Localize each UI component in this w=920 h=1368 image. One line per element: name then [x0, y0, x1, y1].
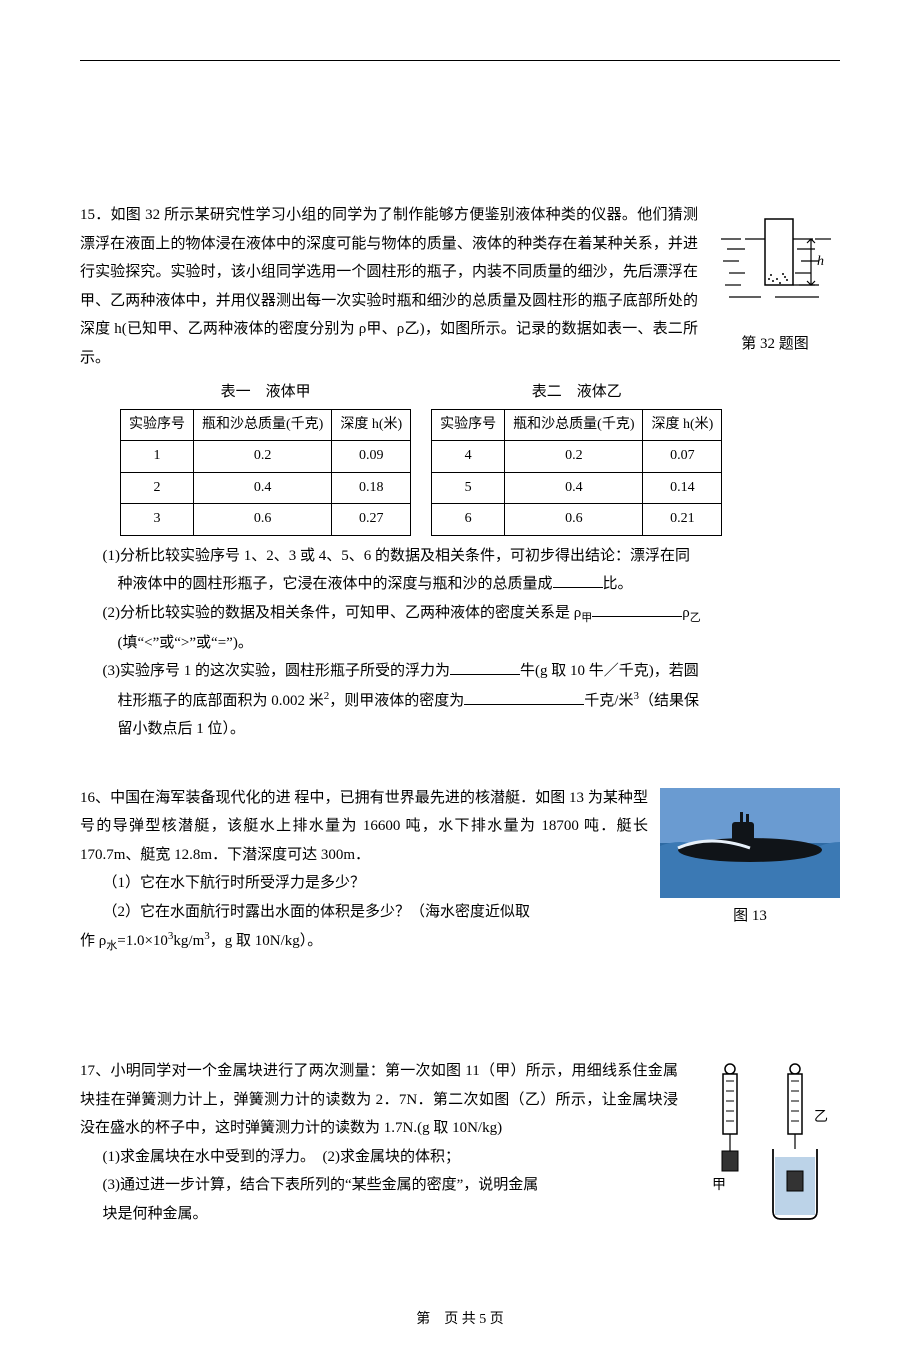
question-16: 图 13 16、中国在海军装备现代化的进 程中，已拥有世界最先进的核潜艇．如图 … — [80, 784, 840, 957]
q17-text: 小明同学对一个金属块进行了两次测量：第一次如图 11（甲）所示，用细线系住金属块… — [80, 1063, 678, 1136]
table-row: 实验序号 瓶和沙总质量(千克) 深度 h(米) — [121, 409, 411, 441]
q16-tail: 作 ρ水=1.0×103kg/m3，g 取 10N/kg）。 — [80, 926, 840, 957]
col-header: 深度 h(米) — [643, 409, 722, 441]
blank-3[interactable] — [450, 659, 520, 675]
q16-number: 16、 — [80, 790, 110, 806]
table-1-wrap: 表一 液体甲 实验序号 瓶和沙总质量(千克) 深度 h(米) 10.20.09 … — [120, 378, 411, 536]
spring-scale-diagram: 甲 乙 — [690, 1061, 840, 1231]
h-label: h — [817, 254, 824, 269]
q15-sub2b: (填“<”或“>”或“=”)。 — [80, 629, 840, 658]
q15-sub3b: 柱形瓶子的底部面积为 0.002 米2，则甲液体的密度为千克/米3（结果保 — [80, 686, 840, 716]
col-header: 实验序号 — [121, 409, 194, 441]
question-17: 甲 乙 — [80, 1057, 840, 1248]
table-row: 实验序号 瓶和沙总质量(千克) 深度 h(米) — [432, 409, 722, 441]
label-right: 乙 — [814, 1109, 828, 1125]
q16-text: 中国在海军装备现代化的进 程中，已拥有世界最先进的核潜艇．如图 13 为某种型号… — [80, 790, 648, 863]
q15-sub2: (2)分析比较实验的数据及相关条件，可知甲、乙两种液体的密度关系是 ρ甲ρ乙 — [80, 599, 840, 629]
blank-1[interactable] — [553, 572, 603, 588]
page-footer: 第 页 共 5 页 — [80, 1308, 840, 1328]
q17-number: 17、 — [80, 1063, 111, 1079]
q15-sub3: (3)实验序号 1 的这次实验，圆柱形瓶子所受的浮力为牛(g 取 10 牛／千克… — [80, 657, 840, 686]
q15-sub1: (1)分析比较实验序号 1、2、3 或 4、5、6 的数据及相关条件，可初步得出… — [80, 542, 840, 571]
col-header: 瓶和沙总质量(千克) — [505, 409, 643, 441]
table-1: 实验序号 瓶和沙总质量(千克) 深度 h(米) 10.20.09 20.40.1… — [120, 409, 411, 536]
label-left: 甲 — [712, 1178, 726, 1193]
table-2: 实验序号 瓶和沙总质量(千克) 深度 h(米) 40.20.07 50.40.1… — [431, 409, 722, 536]
submarine-photo — [660, 788, 840, 898]
col-header: 深度 h(米) — [332, 409, 411, 441]
blank-2[interactable] — [592, 601, 682, 617]
figure-11: 甲 乙 — [690, 1061, 840, 1242]
table-row: 60.60.21 — [432, 504, 722, 536]
figure-13-caption: 图 13 — [660, 902, 840, 931]
table-row: 50.40.14 — [432, 472, 722, 504]
table-row: 40.20.07 — [432, 441, 722, 473]
figure-13: 图 13 — [660, 788, 840, 931]
col-header: 瓶和沙总质量(千克) — [194, 409, 332, 441]
q15-text: 如图 32 所示某研究性学习小组的同学为了制作能够方便鉴别液体种类的仪器。他们猜… — [80, 207, 698, 366]
q15-tables: 表一 液体甲 实验序号 瓶和沙总质量(千克) 深度 h(米) 10.20.09 … — [120, 378, 840, 536]
figure-32: h 第 32 题图 — [710, 205, 840, 358]
figure-32-caption: 第 32 题图 — [710, 330, 840, 359]
question-15: h 第 32 题图 15．如图 32 所示某研究性学习小组的同学为了制作能够方便… — [80, 201, 840, 744]
table-2-wrap: 表二 液体乙 实验序号 瓶和沙总质量(千克) 深度 h(米) 40.20.07 … — [431, 378, 722, 536]
floating-cylinder-diagram: h — [715, 205, 835, 315]
q15-sub3c: 留小数点后 1 位）。 — [80, 715, 840, 744]
table-row: 30.60.27 — [121, 504, 411, 536]
col-header: 实验序号 — [432, 409, 505, 441]
table-1-caption: 表一 液体甲 — [120, 378, 411, 407]
q15-sub1b: 种液体中的圆柱形瓶子，它浸在液体中的深度与瓶和沙的总质量成比。 — [80, 570, 840, 599]
table-2-caption: 表二 液体乙 — [431, 378, 722, 407]
table-row: 20.40.18 — [121, 472, 411, 504]
blank-4[interactable] — [464, 689, 584, 705]
q15-number: 15． — [80, 207, 111, 223]
table-row: 10.20.09 — [121, 441, 411, 473]
